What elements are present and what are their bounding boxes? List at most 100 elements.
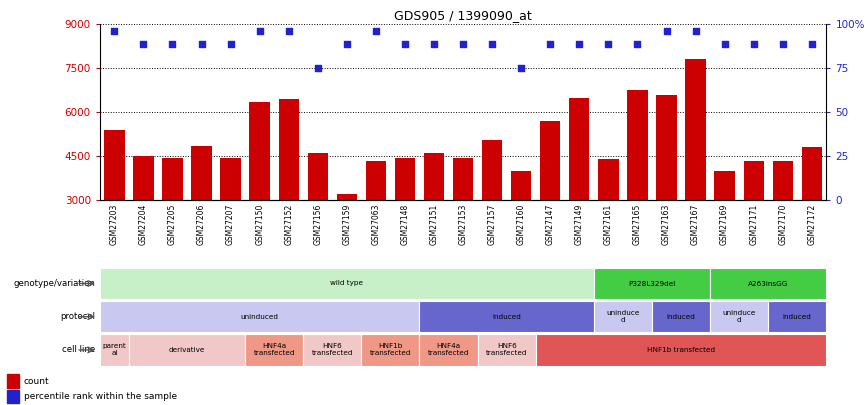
Text: GSM27152: GSM27152: [284, 203, 293, 245]
Point: [776, 40, 790, 47]
Text: GSM27167: GSM27167: [691, 203, 700, 245]
Text: cell line: cell line: [62, 345, 95, 354]
Point: [660, 28, 674, 34]
Bar: [768, 301, 826, 333]
Bar: [100, 268, 594, 299]
Bar: [419, 334, 477, 366]
Text: P328L329del: P328L329del: [628, 281, 675, 286]
Text: GSM27153: GSM27153: [458, 203, 468, 245]
Text: induced: induced: [667, 314, 695, 320]
Point: [485, 40, 499, 47]
Point: [688, 28, 702, 34]
Bar: [540, 121, 561, 200]
Text: induced: induced: [783, 314, 812, 320]
Text: GSM27169: GSM27169: [720, 203, 729, 245]
Text: GSM27161: GSM27161: [604, 203, 613, 245]
Text: GSM27204: GSM27204: [139, 203, 148, 245]
Text: count: count: [24, 377, 49, 386]
Bar: [482, 140, 503, 200]
Bar: [714, 171, 735, 200]
Text: GSM27171: GSM27171: [749, 203, 758, 245]
Bar: [598, 159, 619, 200]
Point: [166, 40, 180, 47]
Point: [514, 65, 528, 72]
Point: [224, 40, 238, 47]
Bar: [569, 98, 589, 200]
Text: GSM27156: GSM27156: [313, 203, 322, 245]
Point: [311, 65, 325, 72]
Text: GSM27160: GSM27160: [516, 203, 526, 245]
Text: HNF6
transfected: HNF6 transfected: [486, 343, 528, 356]
Point: [805, 40, 819, 47]
Bar: [220, 158, 240, 200]
Bar: [453, 158, 473, 200]
Text: HNF4a
transfected: HNF4a transfected: [428, 343, 470, 356]
Bar: [303, 334, 361, 366]
Bar: [7, 390, 19, 403]
Bar: [744, 160, 764, 200]
Text: GSM27159: GSM27159: [342, 203, 352, 245]
Bar: [245, 334, 303, 366]
Point: [746, 40, 760, 47]
Bar: [419, 301, 594, 333]
Point: [543, 40, 557, 47]
Bar: [104, 130, 124, 200]
Bar: [365, 160, 386, 200]
Point: [427, 40, 441, 47]
Text: HNF1b
transfected: HNF1b transfected: [370, 343, 411, 356]
Text: GSM27163: GSM27163: [662, 203, 671, 245]
Bar: [710, 268, 826, 299]
Bar: [100, 301, 419, 333]
Bar: [162, 158, 182, 200]
Point: [369, 28, 383, 34]
Text: GSM27207: GSM27207: [226, 203, 235, 245]
Text: GSM27172: GSM27172: [807, 203, 816, 245]
Point: [457, 40, 470, 47]
Bar: [307, 153, 328, 200]
Text: GSM27063: GSM27063: [372, 203, 380, 245]
Point: [398, 40, 412, 47]
Point: [572, 40, 586, 47]
Text: percentile rank within the sample: percentile rank within the sample: [24, 392, 177, 401]
Text: uninduce
d: uninduce d: [722, 310, 756, 323]
Point: [194, 40, 208, 47]
Point: [282, 28, 296, 34]
Bar: [424, 153, 444, 200]
Text: HNF6
transfected: HNF6 transfected: [312, 343, 353, 356]
Text: uninduce
d: uninduce d: [606, 310, 640, 323]
Text: GSM27206: GSM27206: [197, 203, 206, 245]
Bar: [361, 334, 419, 366]
Text: GSM27165: GSM27165: [633, 203, 642, 245]
Text: wild type: wild type: [331, 281, 364, 286]
Bar: [249, 102, 270, 200]
Bar: [134, 156, 154, 200]
Point: [136, 40, 150, 47]
Point: [602, 40, 615, 47]
Text: HNF1b transfected: HNF1b transfected: [647, 347, 715, 353]
Bar: [100, 334, 128, 366]
Text: GSM27150: GSM27150: [255, 203, 264, 245]
Text: HNF4a
transfected: HNF4a transfected: [253, 343, 295, 356]
Point: [108, 28, 122, 34]
Text: A263insGG: A263insGG: [748, 281, 788, 286]
Text: GSM27148: GSM27148: [400, 203, 410, 245]
Bar: [279, 99, 299, 200]
Bar: [594, 301, 652, 333]
Bar: [511, 171, 531, 200]
Bar: [594, 268, 710, 299]
Bar: [477, 334, 536, 366]
Bar: [191, 146, 212, 200]
Bar: [536, 334, 826, 366]
Text: GSM27157: GSM27157: [488, 203, 496, 245]
Text: GSM27147: GSM27147: [546, 203, 555, 245]
Text: genotype/variation: genotype/variation: [13, 279, 95, 288]
Bar: [395, 158, 415, 200]
Point: [253, 28, 266, 34]
Bar: [710, 301, 768, 333]
Bar: [686, 60, 706, 200]
Text: GSM27203: GSM27203: [110, 203, 119, 245]
Point: [718, 40, 732, 47]
Text: GSM27149: GSM27149: [575, 203, 584, 245]
Bar: [773, 160, 792, 200]
Text: GSM27170: GSM27170: [779, 203, 787, 245]
